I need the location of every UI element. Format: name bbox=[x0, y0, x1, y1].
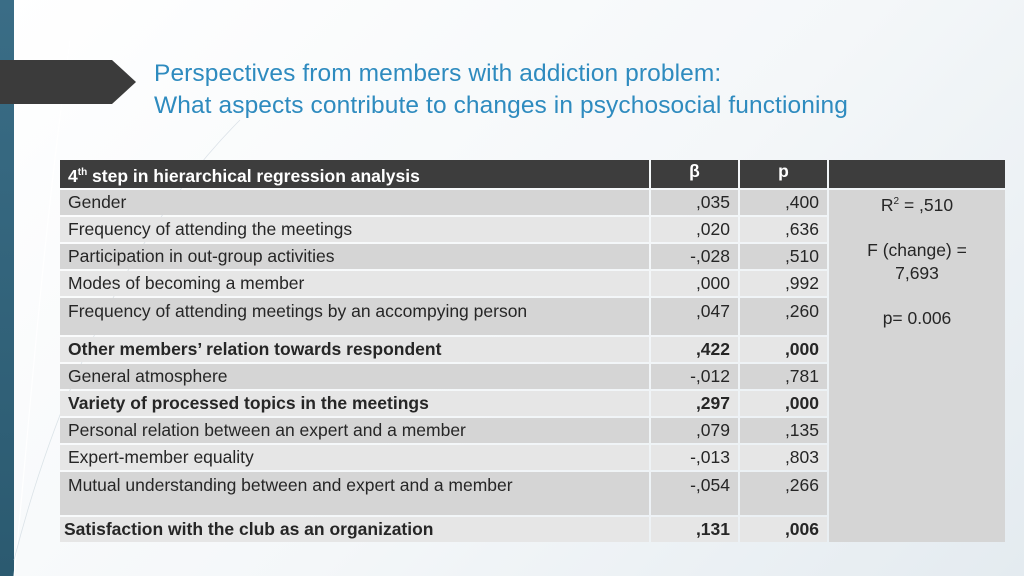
row-beta: -,013 bbox=[651, 445, 738, 470]
slide-title: Perspectives from members with addiction… bbox=[154, 58, 1014, 122]
row-beta: ,131 bbox=[651, 517, 738, 542]
model-p-value: p= 0.006 bbox=[882, 307, 952, 328]
row-p: ,000 bbox=[740, 391, 827, 416]
model-stats-cell: R2 = ,510 F (change) = 7,693 p= 0.006 bbox=[829, 190, 1005, 542]
header-step-label: 4th step in hierarchical regression anal… bbox=[60, 160, 649, 188]
header-step-text: step in hierarchical regression analysis bbox=[87, 166, 420, 186]
row-label: Gender bbox=[60, 190, 649, 215]
header-step-number: 4 bbox=[68, 166, 78, 186]
table-header-row: 4th step in hierarchical regression anal… bbox=[60, 160, 1005, 188]
row-beta: ,079 bbox=[651, 418, 738, 443]
row-p: ,781 bbox=[740, 364, 827, 389]
row-p: ,992 bbox=[740, 271, 827, 296]
row-label: Personal relation between an expert and … bbox=[60, 418, 649, 443]
row-label: Frequency of attending meetings by an ac… bbox=[60, 298, 649, 335]
row-p: ,000 bbox=[740, 337, 827, 362]
title-line-2: What aspects contribute to changes in ps… bbox=[154, 92, 848, 119]
row-beta: ,035 bbox=[651, 190, 738, 215]
row-label: Satisfaction with the club as an organiz… bbox=[60, 517, 649, 542]
table-row: General atmosphere -,012 ,781 bbox=[60, 364, 1005, 389]
table-row: Variety of processed topics in the meeti… bbox=[60, 391, 1005, 416]
r-squared: R2 = ,510 bbox=[880, 194, 954, 215]
row-label: Participation in out-group activities bbox=[60, 244, 649, 269]
row-p: ,260 bbox=[740, 298, 827, 335]
left-accent-stripe bbox=[0, 0, 14, 576]
row-beta: ,000 bbox=[651, 271, 738, 296]
f-change-label: F (change) = bbox=[867, 239, 967, 260]
table-row: Mutual understanding between and expert … bbox=[60, 472, 1005, 515]
header-step-superscript: th bbox=[77, 167, 88, 179]
row-beta: -,054 bbox=[651, 472, 738, 515]
table-row: Personal relation between an expert and … bbox=[60, 418, 1005, 443]
row-label: Variety of processed topics in the meeti… bbox=[60, 391, 649, 416]
regression-table: 4th step in hierarchical regression anal… bbox=[58, 158, 1007, 544]
header-p: p bbox=[740, 160, 827, 188]
row-p: ,266 bbox=[740, 472, 827, 515]
row-beta: -,012 bbox=[651, 364, 738, 389]
row-beta: ,020 bbox=[651, 217, 738, 242]
header-stats-blank bbox=[829, 160, 1005, 188]
row-p: ,510 bbox=[740, 244, 827, 269]
table-row: Expert-member equality -,013 ,803 bbox=[60, 445, 1005, 470]
title-arrow-marker bbox=[0, 60, 136, 104]
row-p: ,400 bbox=[740, 190, 827, 215]
row-beta: ,422 bbox=[651, 337, 738, 362]
row-label: Mutual understanding between and expert … bbox=[60, 472, 649, 515]
f-change-value: 7,693 bbox=[895, 262, 939, 283]
row-p: ,636 bbox=[740, 217, 827, 242]
row-label: Frequency of attending the meetings bbox=[60, 217, 649, 242]
row-beta: ,297 bbox=[651, 391, 738, 416]
row-beta: ,047 bbox=[651, 298, 738, 335]
row-label: Expert-member equality bbox=[60, 445, 649, 470]
row-p: ,135 bbox=[740, 418, 827, 443]
row-p: ,803 bbox=[740, 445, 827, 470]
table-row: Satisfaction with the club as an organiz… bbox=[60, 517, 1005, 542]
table-row: Frequency of attending meetings by an ac… bbox=[60, 298, 1005, 335]
table-row: Gender ,035 ,400 R2 = ,510 F (change) = … bbox=[60, 190, 1005, 542]
table-row: Other members’ relation towards responde… bbox=[60, 337, 1005, 362]
table-row: Frequency of attending the meetings ,020… bbox=[60, 217, 1005, 242]
row-beta: -,028 bbox=[651, 244, 738, 269]
header-beta: β bbox=[651, 160, 738, 188]
table-row: Participation in out-group activities -,… bbox=[60, 244, 1005, 269]
table-row: Modes of becoming a member ,000 ,992 bbox=[60, 271, 1005, 296]
title-line-1: Perspectives from members with addiction… bbox=[154, 60, 722, 87]
row-label: Other members’ relation towards responde… bbox=[60, 337, 649, 362]
row-label: General atmosphere bbox=[60, 364, 649, 389]
row-p: ,006 bbox=[740, 517, 827, 542]
row-label: Modes of becoming a member bbox=[60, 271, 649, 296]
